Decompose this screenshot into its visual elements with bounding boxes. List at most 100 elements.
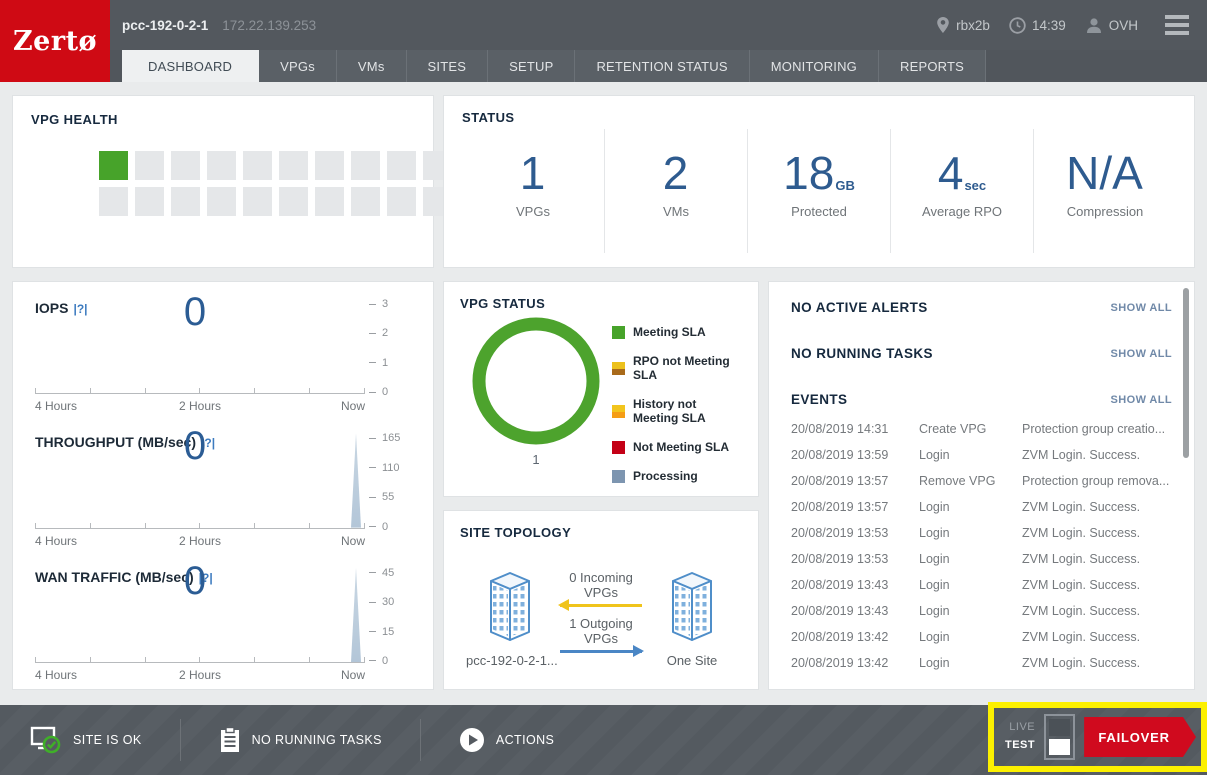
tab-dashboard[interactable]: DASHBOARD bbox=[122, 50, 260, 82]
event-action: Login bbox=[919, 604, 950, 618]
event-date: 20/08/2019 14:31 bbox=[791, 422, 889, 436]
event-description: Protection group creatio... bbox=[1022, 422, 1166, 436]
stat-vpgs-label: VPGs bbox=[516, 203, 550, 219]
tab-monitoring[interactable]: MONITORING bbox=[749, 50, 879, 82]
vpg-health-cell bbox=[99, 151, 128, 180]
event-action: Remove VPG bbox=[919, 474, 996, 488]
event-action: Create VPG bbox=[919, 422, 987, 436]
legend-swatch-meeting-sla bbox=[612, 325, 625, 339]
tasks-clipboard-icon bbox=[220, 727, 239, 752]
toggle-live-cell bbox=[1049, 719, 1071, 736]
legend-item: Processing bbox=[612, 469, 742, 483]
event-description: ZVM Login. Success. bbox=[1022, 526, 1141, 540]
wan-traffic-help-link[interactable]: |?| bbox=[198, 570, 213, 585]
event-row[interactable]: 20/08/2019 13:42 Login ZVM Login. Success. bbox=[791, 624, 1172, 650]
throughput-y-axis: 165 110 55 0 bbox=[369, 432, 413, 533]
event-date: 20/08/2019 13:43 bbox=[791, 604, 889, 618]
failover-button[interactable]: FAILOVER bbox=[1084, 717, 1196, 757]
vpg-health-cell bbox=[279, 151, 308, 180]
event-row[interactable]: 20/08/2019 13:43 Login ZVM Login. Success. bbox=[791, 598, 1172, 624]
clock-icon bbox=[1009, 16, 1026, 34]
event-row[interactable]: 20/08/2019 13:59 Login ZVM Login. Success. bbox=[791, 442, 1172, 468]
stat-average-rpo-value: 4 bbox=[937, 146, 964, 199]
event-row[interactable]: 20/08/2019 14:31 Create VPG Protection gro… bbox=[791, 416, 1172, 442]
vpg-health-cell bbox=[99, 187, 128, 216]
legend-label: Processing bbox=[633, 469, 698, 483]
hamburger-menu-icon[interactable] bbox=[1165, 15, 1189, 35]
y-axis-tick-label: 0 bbox=[382, 520, 389, 533]
legend-label: RPO not Meeting SLA bbox=[633, 354, 730, 382]
wan-traffic-y-axis: 45 30 15 0 bbox=[369, 567, 413, 667]
throughput-help-link[interactable]: |?| bbox=[201, 436, 216, 451]
top-header-bar: Zertø pcc-192-0-2-1 172.22.139.253 rbx2b… bbox=[0, 0, 1207, 82]
vpg-health-title: VPG HEALTH bbox=[31, 112, 118, 127]
vpg-health-cell bbox=[243, 151, 272, 180]
event-description: ZVM Login. Success. bbox=[1022, 630, 1141, 644]
stat-vms-value: 2 bbox=[662, 146, 689, 199]
running-tasks-button[interactable]: NO RUNNING TASKS bbox=[219, 727, 382, 753]
event-row[interactable]: 20/08/2019 13:57 Remove VPG Protection gro… bbox=[791, 468, 1172, 494]
running-tasks-label: NO RUNNING TASKS bbox=[251, 733, 382, 747]
iops-help-link[interactable]: |?| bbox=[73, 302, 88, 316]
panel-scrollbar[interactable] bbox=[1183, 288, 1189, 458]
live-test-toggle[interactable] bbox=[1044, 714, 1076, 760]
stat-compression-value: N/A bbox=[1066, 146, 1143, 199]
vpg-health-grid bbox=[99, 151, 452, 216]
legend-swatch-history-not-meeting bbox=[612, 404, 625, 418]
event-row[interactable]: 20/08/2019 13:53 Login ZVM Login. Success. bbox=[791, 546, 1172, 572]
event-action: Login bbox=[919, 552, 950, 566]
vpg-health-cell bbox=[171, 187, 200, 216]
stat-average-rpo: 4 sec Average RPO bbox=[890, 129, 1033, 253]
event-date: 20/08/2019 13:57 bbox=[791, 474, 889, 488]
iops-current-value: 0 bbox=[183, 290, 207, 334]
events-show-all-link[interactable]: SHOW ALL bbox=[1110, 393, 1172, 406]
event-row[interactable]: 20/08/2019 13:57 Login ZVM Login. Success. bbox=[791, 494, 1172, 520]
event-row[interactable]: 20/08/2019 13:43 Login ZVM Login. Success. bbox=[791, 572, 1172, 598]
event-action: Login bbox=[919, 448, 950, 462]
tasks-show-all-link[interactable]: SHOW ALL bbox=[1110, 347, 1172, 360]
event-action: Login bbox=[919, 656, 950, 670]
site-status-button[interactable]: SITE IS OK bbox=[30, 726, 142, 754]
vpg-health-cell bbox=[351, 187, 380, 216]
stat-average-rpo-label: Average RPO bbox=[922, 203, 1002, 219]
vpg-health-cell bbox=[315, 151, 344, 180]
legend-item: Meeting SLA bbox=[612, 325, 742, 339]
event-row[interactable]: 20/08/2019 13:42 Login ZVM Login. Success. bbox=[791, 650, 1172, 676]
legend-item: Not Meeting SLA bbox=[612, 440, 742, 454]
vpg-health-cell bbox=[207, 151, 236, 180]
tab-reports[interactable]: REPORTS bbox=[879, 50, 987, 82]
x-axis-label: 4 Hours bbox=[35, 533, 78, 548]
site-name: pcc-192-0-2-1 bbox=[122, 17, 209, 33]
event-row[interactable]: 20/08/2019 13:53 Login ZVM Login. Success. bbox=[791, 520, 1172, 546]
vpg-status-title: VPG STATUS bbox=[460, 296, 546, 311]
y-axis-tick-label: 3 bbox=[382, 298, 389, 310]
vpg-health-cell bbox=[171, 151, 200, 180]
event-date: 20/08/2019 13:42 bbox=[791, 630, 889, 644]
event-action: Login bbox=[919, 500, 950, 514]
stat-compression-label: Compression bbox=[1066, 203, 1144, 219]
stat-compression: N/A Compression bbox=[1033, 129, 1176, 253]
vpg-status-donut: 1 bbox=[460, 315, 612, 483]
y-axis-tick-label: 55 bbox=[382, 491, 395, 504]
alerts-show-all-link[interactable]: SHOW ALL bbox=[1110, 301, 1172, 314]
vpg-health-cell bbox=[135, 151, 164, 180]
y-axis-tick-label: 2 bbox=[382, 327, 389, 340]
location-pin-icon bbox=[937, 17, 949, 33]
incoming-arrow bbox=[558, 599, 642, 611]
actions-play-icon bbox=[459, 728, 484, 752]
legend-item: History not Meeting SLA bbox=[612, 397, 742, 425]
incoming-vpgs-label: 0 Incoming VPGs bbox=[569, 570, 633, 600]
status-panel: STATUS 1 VPGs 2 VMs 18 GB Protected 4 sec … bbox=[443, 95, 1195, 268]
legend-swatch-processing bbox=[612, 469, 625, 483]
vpg-status-legend: Meeting SLA RPO not Meeting SLA History … bbox=[612, 315, 742, 483]
legend-swatch-rpo-not-meeting bbox=[612, 361, 625, 375]
tab-vms[interactable]: VMs bbox=[336, 50, 407, 82]
tab-retention-status[interactable]: RETENTION STATUS bbox=[575, 50, 750, 82]
event-description: ZVM Login. Success. bbox=[1022, 656, 1141, 670]
actions-button[interactable]: ACTIONS bbox=[459, 727, 554, 753]
tab-vpgs[interactable]: VPGs bbox=[259, 50, 337, 82]
tab-sites[interactable]: SITES bbox=[406, 50, 489, 82]
event-description: ZVM Login. Success. bbox=[1022, 500, 1141, 514]
tab-setup[interactable]: SETUP bbox=[488, 50, 576, 82]
test-mode-label: TEST bbox=[1005, 739, 1036, 751]
